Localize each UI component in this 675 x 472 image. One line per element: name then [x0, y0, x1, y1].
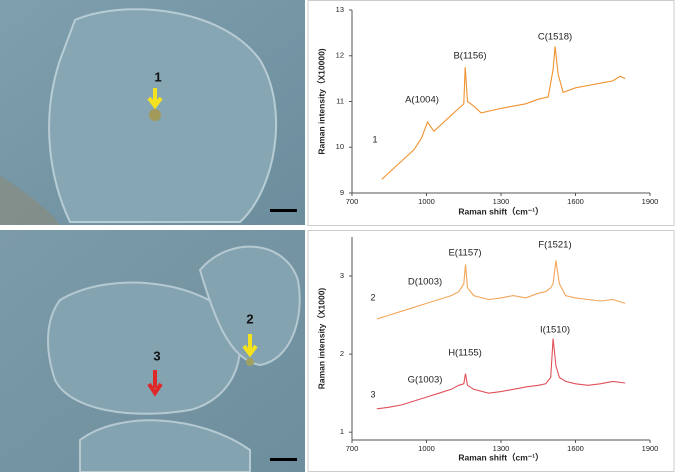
- x-tick-label: 700: [346, 197, 359, 206]
- series-label: 2: [370, 292, 375, 302]
- x-tick-label: 1300: [493, 444, 510, 453]
- chart-panel: [307, 0, 675, 226]
- particle: [149, 109, 161, 121]
- x-tick-label: 700: [346, 444, 359, 453]
- spectrum-line: [381, 46, 626, 180]
- image-label: 3: [153, 348, 160, 363]
- y-tick-label: 3: [340, 271, 344, 280]
- y-tick-label: 10: [336, 142, 344, 151]
- debris: [0, 175, 60, 225]
- x-tick-label: 1600: [567, 444, 584, 453]
- y-tick-label: 9: [340, 188, 344, 197]
- y-axis-title: Raman intensity（X1000): [316, 288, 326, 390]
- scale-bar: [270, 458, 297, 461]
- y-tick-label: 2: [340, 349, 344, 358]
- x-axis-title: Raman shift（cm⁻¹）: [458, 452, 543, 462]
- scale-bar: [270, 209, 297, 212]
- x-tick-label: 1000: [418, 197, 435, 206]
- peak-annotation: C(1518): [538, 32, 572, 43]
- peak-annotation: I(1510): [540, 325, 570, 336]
- particle: [246, 358, 254, 366]
- y-tick-label: 13: [336, 5, 344, 14]
- image-label: 2: [246, 311, 253, 326]
- peak-annotation: B(1156): [453, 51, 486, 62]
- x-axis-title: Raman shift（cm⁻¹）: [458, 206, 543, 216]
- x-tick-label: 1600: [567, 197, 584, 206]
- y-tick-label: 11: [336, 96, 344, 105]
- micrograph-1: 1: [0, 0, 305, 225]
- y-tick-label: 1: [340, 427, 344, 436]
- y-axis-title: Raman intensity（X10000): [316, 48, 326, 154]
- chart-panel: [307, 230, 675, 472]
- yellow-arrow: [242, 334, 258, 358]
- series-label: 3: [370, 389, 375, 399]
- x-tick-label: 1000: [418, 444, 435, 453]
- cell-outline: [79, 419, 251, 472]
- cell-outline: [48, 8, 278, 223]
- cell-outline: [198, 245, 301, 367]
- peak-annotation: G(1003): [408, 375, 443, 386]
- peak-annotation: H(1155): [448, 348, 482, 359]
- spectrum-line: [376, 260, 626, 320]
- y-tick-label: 12: [336, 51, 344, 60]
- peak-annotation: F(1521): [538, 240, 571, 251]
- x-tick-label: 1300: [493, 197, 510, 206]
- x-tick-label: 1900: [642, 444, 659, 453]
- yellow-arrow: [147, 88, 163, 110]
- cell-outline: [47, 281, 241, 415]
- peak-annotation: A(1004): [405, 95, 439, 106]
- peak-annotation: D(1003): [408, 277, 442, 288]
- series-label: 1: [372, 134, 377, 144]
- image-label: 1: [154, 69, 161, 84]
- spectrum-line: [376, 338, 626, 410]
- micrograph-2: 2 3: [0, 230, 305, 472]
- red-arrow: [147, 370, 163, 397]
- peak-annotation: E(1157): [448, 248, 481, 259]
- x-tick-label: 1900: [642, 197, 659, 206]
